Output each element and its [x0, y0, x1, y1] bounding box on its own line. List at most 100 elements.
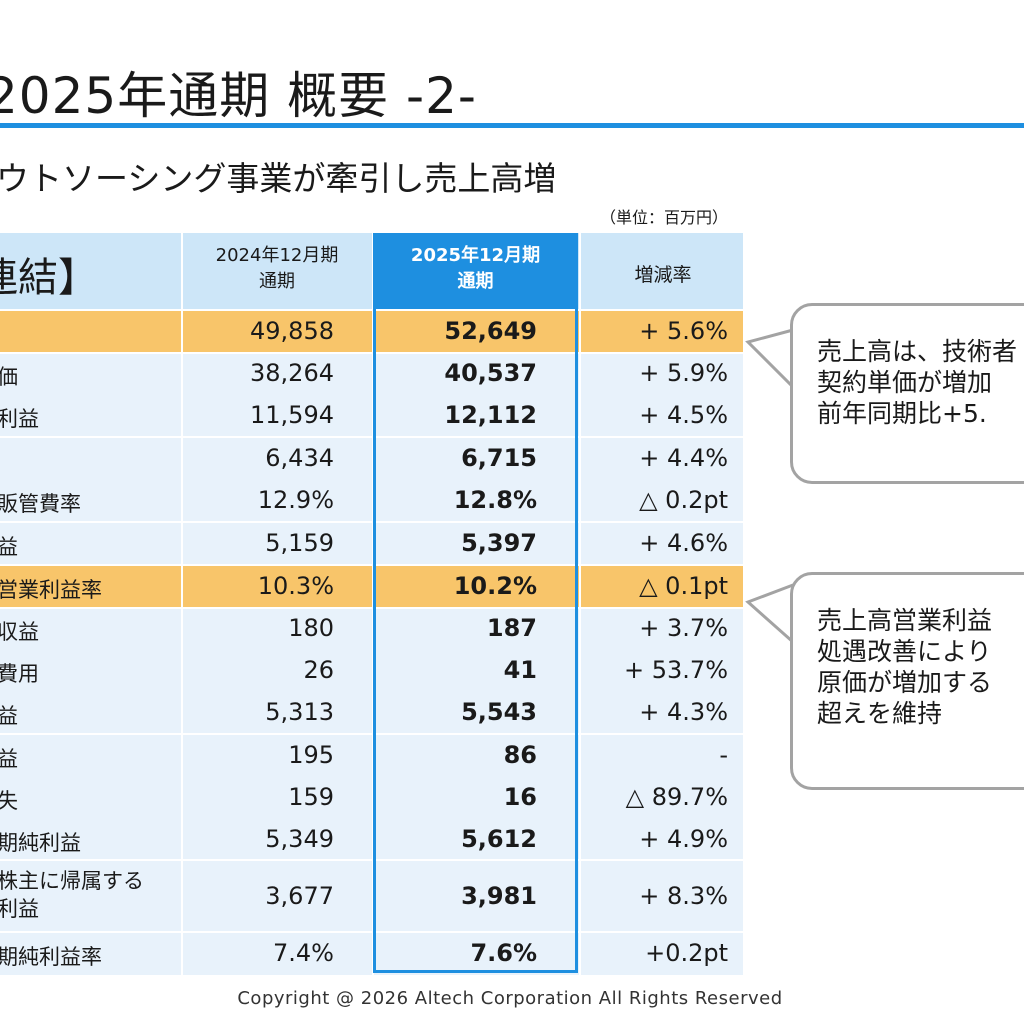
callout-line: 超えを維持: [817, 699, 943, 728]
unit-note: （単位：百万円）: [600, 208, 729, 227]
value-2024: 180: [288, 614, 334, 642]
change-rate: + 4.4%: [639, 444, 728, 472]
value-2024: 159: [288, 783, 334, 811]
slide-subtitle: ウトソーシング事業が牽引し売上高増: [0, 159, 557, 198]
value-2025: 5,612: [461, 825, 537, 853]
row-label: 期純利益率: [0, 945, 102, 969]
table-row: 益 5,313 5,543 + 4.3%: [0, 692, 743, 734]
current-year-highlight-frame: [373, 233, 578, 973]
callout-line: 原価が増加する: [817, 668, 993, 697]
change-rate: + 5.6%: [639, 317, 728, 345]
header-col-2025-line2: 通期: [457, 271, 494, 292]
value-2025: 12.8%: [453, 486, 537, 514]
table-row: 益 195 86 -: [0, 735, 743, 777]
table-row: 期純利益率 7.4% 7.6% +0.2pt: [0, 933, 743, 975]
header-col-2025: 2025年12月期 通期: [373, 243, 578, 303]
table-header: [0, 233, 743, 309]
value-2024: 5,159: [265, 529, 334, 557]
change-rate: + 3.7%: [639, 614, 728, 642]
row-label: 期純利益: [0, 831, 81, 855]
callout-line: 売上高は、技術者: [817, 337, 1018, 366]
value-2025: 7.6%: [470, 939, 537, 967]
value-2025: 40,537: [444, 359, 537, 387]
row-label: 販管費率: [0, 492, 81, 516]
change-rate: + 4.3%: [639, 698, 728, 726]
table-header-highlight: [373, 233, 578, 309]
value-2025: 52,649: [444, 317, 537, 345]
table-row: 営業利益率 10.3% 10.2% △ 0.1pt: [0, 566, 743, 608]
table-row: 販管費率 12.9% 12.8% △ 0.2pt: [0, 480, 743, 522]
value-2024: 10.3%: [257, 572, 334, 600]
callout-margin: 売上高営業利益 処遇改善により 原価が増加する 超えを維持: [790, 572, 1024, 790]
value-2025: 86: [503, 741, 537, 769]
value-2024: 38,264: [250, 359, 334, 387]
change-rate: + 5.9%: [639, 359, 728, 387]
table-row: 失 159 16 △ 89.7%: [0, 777, 743, 819]
table-row: 期純利益 5,349 5,612 + 4.9%: [0, 819, 743, 861]
highlight-band-margin: [0, 565, 743, 607]
change-rate: + 4.9%: [639, 825, 728, 853]
table-row: 利益 11,594 12,112 + 4.5%: [0, 395, 743, 437]
header-col-2024: 2024年12月期 通期: [183, 243, 371, 303]
change-rate: +0.2pt: [645, 939, 728, 967]
change-rate: △ 0.2pt: [639, 486, 728, 514]
callout-line: 処遇改善により: [817, 637, 992, 666]
row-divider: [0, 859, 743, 861]
header-col-2024-line1: 2024年12月期: [215, 245, 339, 266]
value-2025: 12,112: [444, 401, 537, 429]
value-2025: 187: [486, 614, 537, 642]
value-2024: 6,434: [265, 444, 334, 472]
row-label: 収益: [0, 620, 39, 644]
value-2025: 16: [503, 783, 537, 811]
table-row: 株主に帰属する 利益 3,677 3,981 + 8.3%: [0, 861, 743, 931]
row-label: 益: [0, 704, 18, 728]
value-2024: 49,858: [250, 317, 334, 345]
title-underline: [0, 123, 1024, 128]
value-2024: 7.4%: [273, 939, 334, 967]
change-rate: △ 89.7%: [625, 783, 728, 811]
value-2025: 10.2%: [453, 572, 537, 600]
row-divider: [0, 309, 743, 311]
change-rate: + 4.6%: [639, 529, 728, 557]
table-row: 価 38,264 40,537 + 5.9%: [0, 353, 743, 395]
row-label: 失: [0, 789, 18, 813]
table-row: 49,858 52,649 + 5.6%: [0, 311, 743, 353]
column-divider: [181, 233, 183, 975]
value-2025: 6,715: [461, 444, 537, 472]
row-label: 費用: [0, 662, 39, 686]
value-2024: 26: [303, 656, 334, 684]
table-row: 費用 26 41 + 53.7%: [0, 650, 743, 692]
row-divider: [0, 352, 743, 354]
change-rate: + 8.3%: [639, 882, 728, 910]
change-rate: △ 0.1pt: [639, 572, 728, 600]
header-col-2024-line2: 通期: [259, 271, 295, 292]
row-divider: [0, 521, 743, 523]
table-row: 収益 180 187 + 3.7%: [0, 608, 743, 650]
value-2025: 3,981: [461, 882, 537, 910]
value-2024: 12.9%: [257, 486, 334, 514]
table-row: 益 5,159 5,397 + 4.6%: [0, 523, 743, 565]
callout-line: 売上高営業利益: [817, 606, 993, 635]
copyright-footer: Copyright @ 2026 Altech Corporation All …: [0, 988, 1024, 1009]
value-2025: 5,397: [461, 529, 537, 557]
row-divider: [0, 733, 743, 735]
callout-line: 契約単価が増加: [817, 368, 993, 397]
callout-sales: 売上高は、技術者 契約単価が増加 前年同期比+5.: [790, 303, 1024, 484]
header-col-rate: 増減率: [634, 264, 692, 286]
copyright-text: Copyright @ 2026 Altech Corporation All …: [237, 988, 783, 1009]
change-rate: + 53.7%: [624, 656, 728, 684]
callout-line: 前年同期比+5.: [817, 399, 987, 428]
highlight-band-sales: [0, 310, 743, 352]
row-label: 営業利益率: [0, 578, 102, 602]
row-divider: [0, 931, 743, 933]
value-2024: 195: [288, 741, 334, 769]
financial-summary-table: 連結】 2024年12月期 通期 2025年12月期 通期 増減率 49,858…: [0, 233, 743, 975]
value-2024: 3,677: [265, 882, 334, 910]
row-label: 価: [0, 365, 18, 389]
value-2025: 5,543: [461, 698, 537, 726]
row-label-line2: 利益: [0, 897, 39, 921]
row-divider: [0, 607, 743, 609]
row-divider: [0, 564, 743, 566]
value-2025: 41: [503, 656, 537, 684]
change-rate: -: [719, 741, 728, 769]
